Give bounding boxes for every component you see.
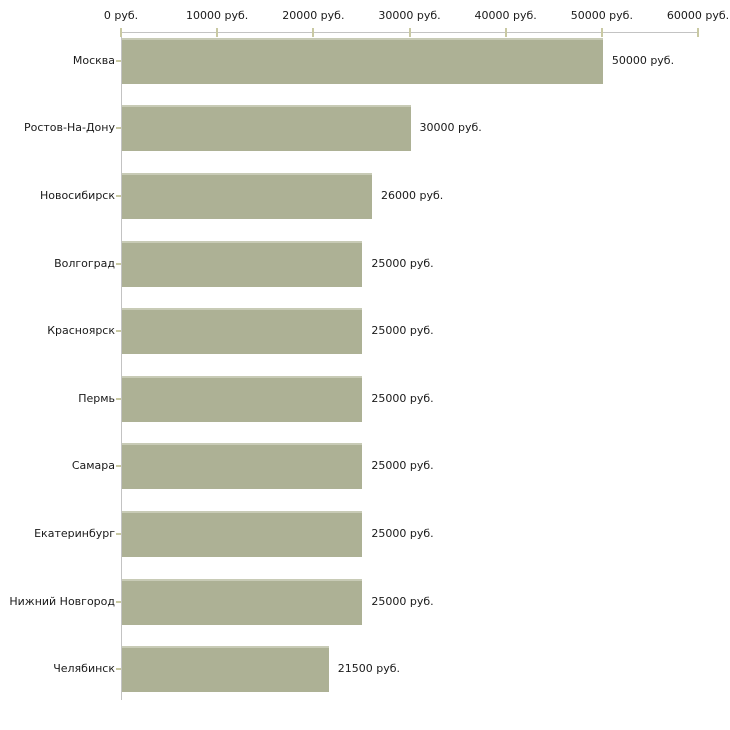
category-label: Нижний Новгород [9, 594, 115, 608]
y-axis-tick [116, 532, 121, 535]
category-label: Екатеринбург [34, 526, 115, 540]
category-label: Самара [71, 459, 115, 473]
bar-value-label: 25000 руб. [371, 526, 434, 540]
x-axis-tick [408, 28, 411, 37]
x-axis-tick [504, 28, 507, 37]
x-axis-tick [600, 28, 603, 37]
x-axis-tick-label: 20000 руб. [282, 9, 345, 22]
category-label: Красноярск [47, 324, 115, 338]
y-axis-tick [116, 600, 121, 603]
bar-value-label: 21500 руб. [337, 662, 401, 676]
bar [122, 105, 411, 152]
x-axis-tick-label: 40000 руб. [474, 9, 537, 22]
category-label: Челябинск [53, 662, 115, 676]
bar-value-label: 25000 руб. [371, 459, 434, 473]
y-axis-tick [116, 668, 121, 671]
bar-value-label: 25000 руб. [371, 594, 434, 608]
y-axis-tick [116, 262, 121, 265]
x-axis-tick [697, 28, 699, 37]
y-axis-tick [116, 330, 121, 333]
x-axis-tick [120, 28, 122, 37]
bar-value-label: 25000 руб. [371, 391, 434, 405]
bar-value-label: 25000 руб. [371, 324, 434, 338]
category-label: Москва [72, 53, 115, 67]
y-axis-line [121, 32, 122, 700]
bar-value-label: 26000 руб. [381, 188, 444, 202]
x-axis-tick-label: 50000 руб. [570, 9, 633, 22]
x-axis-tick [312, 28, 315, 37]
x-axis-tick [216, 28, 219, 37]
y-axis-tick [116, 59, 121, 62]
category-label: Новосибирск [39, 188, 115, 202]
y-axis-tick [116, 194, 121, 197]
category-label: Волгоград [54, 256, 115, 270]
x-axis-tick-label: 60000 руб. [666, 9, 730, 22]
bar [122, 646, 329, 693]
bar [122, 308, 363, 355]
y-axis-tick [116, 397, 121, 400]
bar-value-label: 50000 руб. [611, 53, 675, 67]
bar [122, 510, 363, 557]
category-label: Ростов-На-Дону [23, 121, 115, 135]
x-axis-tick-label: 10000 руб. [186, 9, 249, 22]
x-axis-tick-label: 0 руб. [103, 9, 139, 22]
y-axis-tick [116, 465, 121, 468]
y-axis-tick [116, 127, 121, 130]
bar-value-label: 25000 руб. [371, 256, 434, 270]
bar [122, 375, 363, 422]
x-axis-tick-label: 30000 руб. [378, 9, 441, 22]
bar [122, 172, 373, 219]
bar [122, 240, 363, 287]
bar [122, 578, 363, 625]
bar-value-label: 30000 руб. [419, 121, 482, 135]
bar [122, 443, 363, 490]
category-label: Пермь [78, 391, 115, 405]
bar [122, 37, 603, 84]
